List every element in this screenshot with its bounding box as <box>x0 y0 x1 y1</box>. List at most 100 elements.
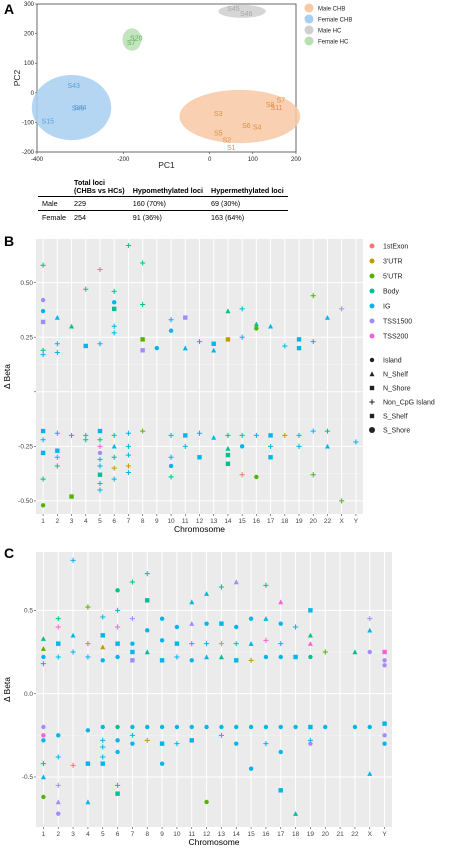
panel-b-data-point <box>296 337 302 342</box>
panel-c-data-point <box>189 641 195 647</box>
panel-b-data-point <box>267 443 274 449</box>
panel-b-x-tick-label: Y <box>354 518 359 525</box>
panel-c-data-point <box>218 654 224 660</box>
panel-label: B <box>4 233 14 249</box>
panel-c-data-point <box>41 738 46 743</box>
panel-b-data-point <box>140 428 146 434</box>
pca-group-ellipse <box>218 4 266 18</box>
panel-b-data-point <box>239 432 245 439</box>
panel-b-x-tick-label: X <box>340 518 345 525</box>
panel-b-data-point <box>324 314 330 320</box>
shape-legend-label: S_Shelf <box>383 414 408 421</box>
panel-b-data-point <box>111 288 117 294</box>
panel-b-data-point <box>125 430 132 436</box>
panel-c-data-point <box>308 608 313 613</box>
panel-c-x-tick-label: 5 <box>101 831 105 838</box>
panel-c-data-point <box>204 799 209 805</box>
panel-c-data-point <box>263 637 269 643</box>
panel-b-data-point <box>182 443 188 449</box>
panel-b-data-point <box>54 349 60 356</box>
table-row: Male 229 160 (70%) 69 (30%) <box>38 196 288 211</box>
panel-b-data-point <box>97 341 103 347</box>
panel-b-data-point <box>339 498 345 504</box>
panel-c-data-point <box>248 616 254 621</box>
panel-b-data-point <box>97 480 103 487</box>
panel-c-data-point <box>263 616 269 621</box>
region-legend-label: 5'UTR <box>383 274 403 281</box>
panel-b-data-point <box>111 330 117 336</box>
panel-c-data-point <box>308 654 313 660</box>
panel-c-data-point <box>234 724 239 730</box>
panel-c-data-point <box>40 761 47 767</box>
panel-c-data-point <box>189 658 194 663</box>
pca-legend-swatch <box>304 14 314 24</box>
pca-sample-label: S7 <box>127 40 136 47</box>
panel-b-x-tick-label: 18 <box>281 518 289 525</box>
panel-b-data-point <box>40 428 46 434</box>
panel-b-data-point <box>168 454 174 460</box>
panel-c-data-point <box>367 724 372 730</box>
pca-y-tick-label: -100 <box>22 120 35 126</box>
panel-b-data-point <box>111 300 117 305</box>
panel-c-data-point <box>234 624 239 630</box>
pca-x-tick-label: 0 <box>208 157 212 163</box>
panel-c-data-point <box>278 641 284 647</box>
panel-c-data-point <box>85 799 91 805</box>
panel-c-data-point <box>55 654 61 660</box>
panel-b-data-point <box>168 328 174 333</box>
panel-b-y-tick-label: -0.25 <box>18 444 33 451</box>
panel-b-y-axis-label: Δ Beta <box>2 364 12 389</box>
panel-c-data-point <box>263 582 269 588</box>
pca-sample-label: S1 <box>227 145 236 152</box>
panel-c-data-point <box>204 724 209 730</box>
panel-c-data-point <box>100 737 106 743</box>
panel-b-data-point <box>168 317 174 323</box>
panel-b-data-point <box>54 314 60 320</box>
panel-b-data-point <box>225 461 231 467</box>
pca-legend-swatch <box>304 36 314 46</box>
panel-b-x-tick-label: 12 <box>196 518 204 525</box>
pca-legend-label: Female HC <box>318 40 349 46</box>
region-legend-swatch <box>369 318 375 324</box>
panel-b-data-point <box>125 242 132 249</box>
region-legend-swatch <box>369 303 375 309</box>
panel-c-data-point <box>55 782 61 788</box>
panel-c-data-point <box>218 732 225 738</box>
loci-table: Total loci (CHBs vs HCs) Hypomethylated … <box>38 178 288 224</box>
panel-b-data-point <box>97 437 103 443</box>
table-cell: 163 (64%) <box>211 213 245 222</box>
panel-c-y-tick-label: -0.5 <box>22 774 34 781</box>
pca-sample-label: S44 <box>74 105 87 112</box>
panel-c-data-point <box>189 738 194 743</box>
panel-b-data-point <box>310 472 316 478</box>
panel-b-data-point <box>40 476 46 482</box>
pca-x-tick-label: 200 <box>291 157 302 163</box>
table-row: Female 254 91 (36%) 163 (64%) <box>38 211 288 225</box>
panel-c-data-point <box>248 657 254 663</box>
panel-b-x-axis-label: Chromosome <box>174 524 225 534</box>
panel-c-data-point <box>70 632 76 638</box>
panel-c-data-point <box>308 741 313 746</box>
panel-c-data-point <box>115 654 120 660</box>
pca-x-axis-label: PC1 <box>158 160 175 170</box>
pca-sample-label: S7 <box>277 98 286 105</box>
panel-c-data-point <box>263 741 269 747</box>
panel-b-data-point <box>268 455 273 460</box>
shape-legend-swatch <box>369 385 375 391</box>
panel-b-data-point <box>140 337 145 342</box>
panel-c-data-point <box>130 641 135 646</box>
region-legend-swatch <box>369 243 375 249</box>
panel-b-data-point <box>211 435 217 440</box>
panel-b-data-point <box>125 469 132 476</box>
table-header-total: Total loci (CHBs vs HCs) <box>69 178 129 197</box>
shape-legend-label: N_Shelf <box>383 372 408 379</box>
panel-b-data-point <box>225 337 231 342</box>
panel-b-data-point <box>40 450 46 456</box>
panel-c-data-point <box>382 649 387 655</box>
table-cell: 91 (36%) <box>132 213 162 222</box>
panel-c-data-point <box>40 661 47 667</box>
region-legend-swatch <box>369 333 375 339</box>
panel-c-data-point <box>174 641 180 646</box>
panel-c-data-point <box>218 584 225 590</box>
panel-b-data-point <box>111 432 117 439</box>
